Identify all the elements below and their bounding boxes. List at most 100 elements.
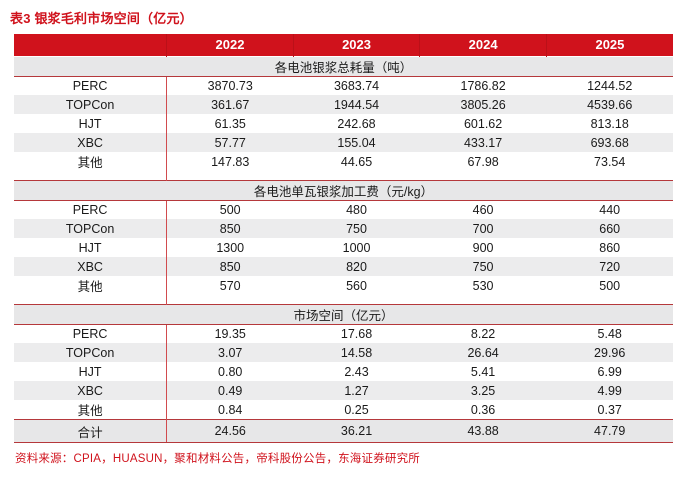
row-label: TOPCon [14,343,168,362]
row-label: 其他 [14,400,168,420]
year-header-row: 2022 2023 2024 2025 [14,34,673,56]
row-label: TOPCon [14,219,168,238]
table-title: 表3 银浆毛利市场空间（亿元） [10,11,193,26]
cell-value: 850 [166,257,294,276]
cell-value: 5.48 [597,326,622,341]
cell-value: 4539.66 [546,95,673,114]
cell-value: 700 [419,219,547,238]
total-value: 36.21 [293,419,420,443]
report-page: 表3 银浆毛利市场空间（亿元） 2022 2023 2024 2025 各电池银… [10,11,673,465]
cell-value: 6.99 [597,364,622,379]
cell-value: 8.22 [470,326,496,341]
cell-value: 2.43 [344,364,369,379]
cell-value: 1944.54 [293,95,420,114]
row-label: XBC [14,133,168,152]
cell-value: 4.99 [546,381,673,400]
year-column-2023: 2023 [292,34,420,56]
cell-value: 17.68 [340,326,373,341]
year-column-2024: 2024 [419,34,547,56]
cell-value: 3683.74 [333,78,380,93]
silver-paste-market-table: 2022 2023 2024 2025 各电池银浆总耗量（吨） PERC 387… [14,34,673,443]
cell-value: 570 [219,278,241,293]
cell-value: 3805.26 [419,95,547,114]
cell-value: 67.98 [467,154,499,169]
section-header-processing-fee: 各电池单瓦银浆加工费（元/kg） [14,179,673,201]
row-label: 其他 [14,276,168,295]
cell-value: 440 [599,202,621,217]
table-row-xbc: XBC 0.49 1.27 3.25 4.99 [14,381,673,400]
cell-value: 500 [219,202,241,217]
cell-value: 44.65 [340,154,373,169]
cell-value: 460 [472,202,494,217]
cell-value: 1244.52 [587,78,633,93]
year-column-2025: 2025 [545,34,673,56]
cell-value: 1786.82 [460,78,506,93]
table-row-total: 合计 24.56 36.21 43.88 47.79 [14,419,673,443]
cell-value: 73.54 [594,154,626,169]
table-row-other: 其他 570 560 530 500 [14,276,673,295]
table-row-other: 其他 147.83 44.65 67.98 73.54 [14,152,673,171]
cell-value: 3870.73 [207,78,253,93]
row-label: XBC [14,381,168,400]
cell-value: 1000 [342,240,371,255]
section-spacer [14,295,673,304]
table-row-xbc: XBC 57.77 155.04 433.17 693.68 [14,133,673,152]
cell-value: 26.64 [419,343,547,362]
total-value: 47.79 [546,419,673,443]
section-spacer [14,171,673,180]
cell-value: 0.84 [218,402,243,417]
table-row-hjt: HJT 1300 1000 900 860 [14,238,673,257]
cell-value: 3.07 [166,343,294,362]
row-label: PERC [14,324,168,343]
cell-value: 3.25 [419,381,547,400]
cell-value: 61.35 [214,116,246,131]
row-label: PERC [14,200,168,219]
cell-value: 0.80 [218,364,243,379]
cell-value: 29.96 [546,343,673,362]
cell-value: 57.77 [166,133,294,152]
cell-value: 660 [546,219,673,238]
cell-value: 530 [472,278,494,293]
cell-value: 560 [346,278,367,293]
total-value: 24.56 [166,419,294,443]
table-row-perc: PERC 19.35 17.68 8.22 5.48 [14,324,673,343]
table-row-perc: PERC 3870.73 3683.74 1786.82 1244.52 [14,76,673,95]
corner-cell [14,34,167,56]
row-label: PERC [14,76,168,95]
table-row-perc: PERC 500 480 460 440 [14,200,673,219]
cell-value: 480 [346,202,367,217]
section-header-label: 各电池单瓦银浆加工费（元/kg） [14,179,673,201]
section-header-market-space: 市场空间（亿元） [14,303,673,325]
row-label: HJT [14,238,168,257]
row-label: HJT [14,114,168,133]
total-value: 43.88 [419,419,547,443]
table-row-other: 其他 0.84 0.25 0.36 0.37 [14,400,673,420]
cell-value: 500 [599,278,621,293]
year-column-2022: 2022 [166,34,294,56]
cell-value: 0.36 [470,402,496,417]
row-label: TOPCon [14,95,168,114]
total-label: 合计 [14,419,168,443]
cell-value: 0.25 [344,402,369,417]
section-header-label: 市场空间（亿元） [14,303,673,325]
table-row-topcon: TOPCon 850 750 700 660 [14,219,673,238]
table-row-hjt: HJT 61.35 242.68 601.62 813.18 [14,114,673,133]
cell-value: 900 [472,240,494,255]
cell-value: 14.58 [293,343,420,362]
cell-value: 19.35 [214,326,246,341]
row-label: XBC [14,257,168,276]
cell-value: 1300 [216,240,245,255]
cell-value: 820 [293,257,420,276]
cell-value: 720 [546,257,673,276]
cell-value: 0.49 [166,381,294,400]
cell-value: 147.83 [211,154,250,169]
section-header-consumption: 各电池银浆总耗量（吨） [14,55,673,77]
row-label: HJT [14,362,168,381]
cell-value: 860 [599,240,621,255]
cell-value: 850 [166,219,294,238]
cell-value: 601.62 [463,116,503,131]
source-note: 资料来源：CPIA，HUASUN，聚和材料公告，帝科股份公告，东海证券研究所 [15,453,420,465]
table-row-hjt: HJT 0.80 2.43 5.41 6.99 [14,362,673,381]
cell-value: 0.37 [597,402,622,417]
cell-value: 242.68 [337,116,376,131]
